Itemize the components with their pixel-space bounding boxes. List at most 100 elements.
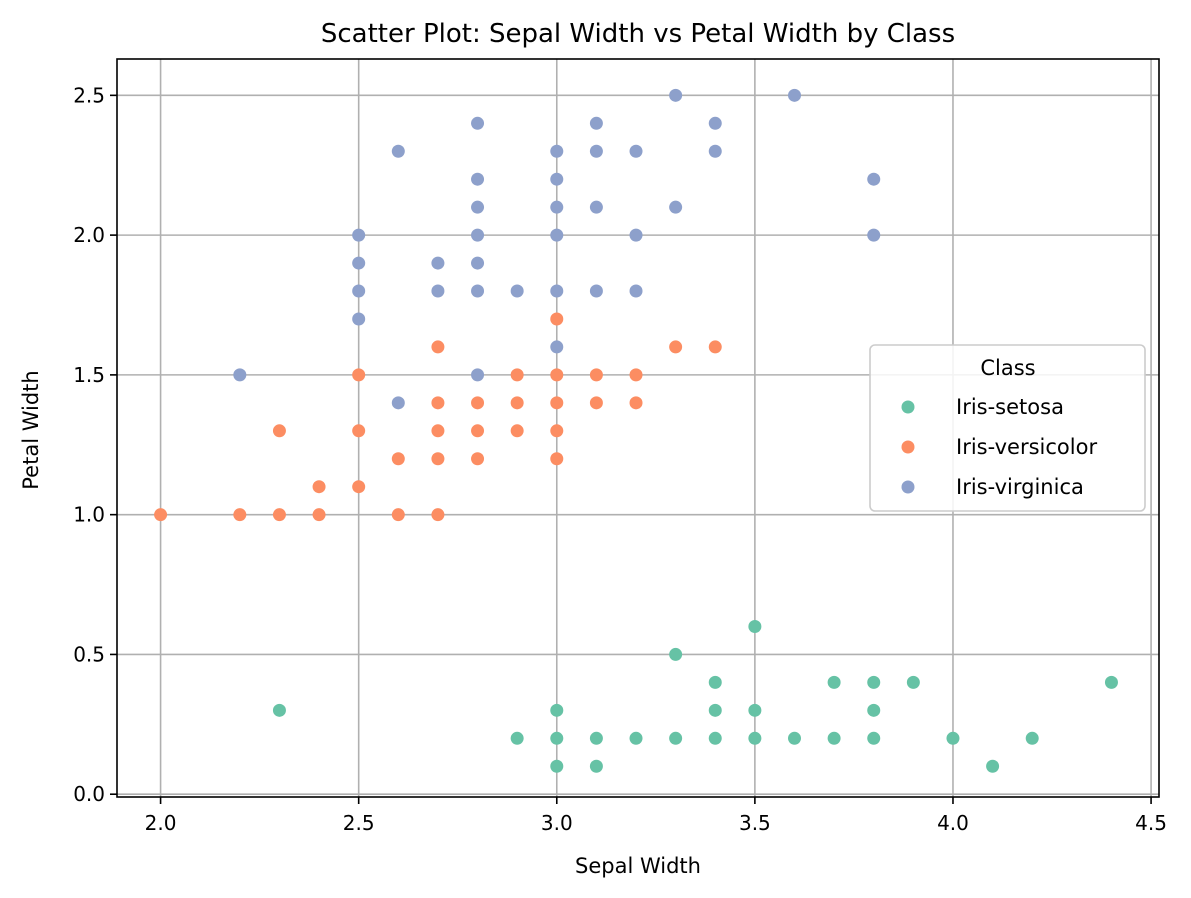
data-point-iris-virginica	[233, 368, 247, 382]
x-tick-label: 2.5	[343, 811, 375, 835]
data-point-iris-versicolor	[233, 508, 247, 522]
y-tick-label: 0.0	[73, 782, 105, 806]
data-point-iris-virginica	[391, 144, 405, 158]
legend-title: Class	[980, 356, 1035, 380]
data-point-iris-setosa	[867, 675, 881, 689]
data-point-iris-versicolor	[431, 508, 445, 522]
data-point-iris-setosa	[1104, 675, 1118, 689]
plot-frame	[116, 58, 1160, 798]
data-point-iris-setosa	[510, 731, 524, 745]
data-point-iris-setosa	[787, 731, 801, 745]
data-point-iris-setosa	[272, 703, 286, 717]
data-point-iris-virginica	[352, 312, 366, 326]
data-point-iris-virginica	[708, 144, 722, 158]
data-point-iris-virginica	[589, 200, 603, 214]
data-point-iris-virginica	[589, 284, 603, 298]
data-point-iris-virginica	[589, 144, 603, 158]
x-tick-label: 4.5	[1135, 811, 1167, 835]
data-point-iris-virginica	[708, 116, 722, 130]
data-point-iris-virginica	[550, 144, 564, 158]
data-point-iris-setosa	[708, 731, 722, 745]
data-point-iris-versicolor	[589, 396, 603, 410]
data-point-iris-virginica	[629, 228, 643, 242]
data-point-iris-virginica	[550, 172, 564, 186]
data-point-iris-virginica	[629, 144, 643, 158]
x-tick-label: 2.0	[145, 811, 177, 835]
data-point-iris-versicolor	[510, 424, 524, 438]
data-point-iris-virginica	[352, 228, 366, 242]
data-point-iris-virginica	[589, 116, 603, 130]
data-point-iris-versicolor	[272, 424, 286, 438]
data-point-iris-virginica	[471, 284, 485, 298]
data-point-iris-virginica	[550, 340, 564, 354]
y-tick-label: 2.0	[73, 223, 105, 247]
data-point-iris-versicolor	[629, 396, 643, 410]
data-point-iris-setosa	[550, 703, 564, 717]
data-point-iris-virginica	[669, 200, 683, 214]
data-point-iris-versicolor	[550, 424, 564, 438]
x-tick-label: 3.5	[739, 811, 771, 835]
legend-label: Iris-setosa	[956, 395, 1064, 419]
data-point-iris-versicolor	[471, 452, 485, 466]
data-point-iris-setosa	[827, 675, 841, 689]
data-point-iris-virginica	[431, 256, 445, 270]
data-point-iris-versicolor	[154, 508, 168, 522]
x-tick-label: 4.0	[937, 811, 969, 835]
data-point-iris-virginica	[471, 116, 485, 130]
legend-marker	[901, 440, 915, 454]
data-point-iris-versicolor	[550, 396, 564, 410]
data-point-iris-virginica	[867, 172, 881, 186]
data-point-iris-setosa	[906, 675, 920, 689]
data-point-iris-versicolor	[272, 508, 286, 522]
data-point-iris-virginica	[550, 200, 564, 214]
legend-label: Iris-virginica	[956, 475, 1084, 499]
data-point-iris-versicolor	[510, 396, 524, 410]
data-point-iris-versicolor	[471, 396, 485, 410]
data-point-iris-virginica	[471, 200, 485, 214]
data-point-iris-virginica	[550, 284, 564, 298]
data-point-iris-versicolor	[431, 396, 445, 410]
data-point-iris-versicolor	[708, 340, 722, 354]
data-point-iris-setosa	[946, 731, 960, 745]
data-point-iris-setosa	[1025, 731, 1039, 745]
data-point-iris-setosa	[550, 731, 564, 745]
data-point-iris-versicolor	[352, 480, 366, 494]
data-point-iris-versicolor	[550, 368, 564, 382]
data-point-iris-virginica	[669, 88, 683, 102]
data-point-iris-versicolor	[391, 508, 405, 522]
data-point-iris-setosa	[669, 731, 683, 745]
data-point-iris-versicolor	[510, 368, 524, 382]
data-point-iris-virginica	[629, 284, 643, 298]
data-point-iris-virginica	[471, 228, 485, 242]
y-tick-label: 1.0	[73, 503, 105, 527]
data-point-iris-virginica	[510, 284, 524, 298]
data-point-iris-virginica	[471, 368, 485, 382]
data-point-iris-versicolor	[431, 452, 445, 466]
data-point-iris-versicolor	[669, 340, 683, 354]
data-point-iris-virginica	[550, 228, 564, 242]
data-point-iris-setosa	[748, 619, 762, 633]
data-point-iris-virginica	[867, 228, 881, 242]
data-point-iris-setosa	[589, 731, 603, 745]
data-point-iris-setosa	[748, 703, 762, 717]
data-point-iris-versicolor	[629, 368, 643, 382]
data-point-iris-versicolor	[589, 368, 603, 382]
data-point-iris-versicolor	[312, 480, 326, 494]
data-point-iris-setosa	[748, 731, 762, 745]
data-point-iris-setosa	[708, 703, 722, 717]
data-point-iris-versicolor	[352, 424, 366, 438]
chart-title: Scatter Plot: Sepal Width vs Petal Width…	[321, 19, 955, 49]
axes: 2.0 2.5 3.0 3.5 4.0 4.5 0.0 0.5 1.0 1.5 2.0 2.5	[73, 58, 1167, 835]
data-point-iris-versicolor	[550, 452, 564, 466]
y-axis-label: Petal Width	[19, 370, 43, 489]
data-point-iris-setosa	[986, 759, 1000, 773]
x-axis-label: Sepal Width	[575, 854, 701, 878]
data-point-iris-versicolor	[431, 340, 445, 354]
legend-marker	[901, 480, 915, 494]
y-tick-label: 2.5	[73, 83, 105, 107]
data-point-iris-virginica	[787, 88, 801, 102]
y-tick-label: 0.5	[73, 642, 105, 666]
data-point-iris-setosa	[629, 731, 643, 745]
data-point-iris-virginica	[391, 396, 405, 410]
